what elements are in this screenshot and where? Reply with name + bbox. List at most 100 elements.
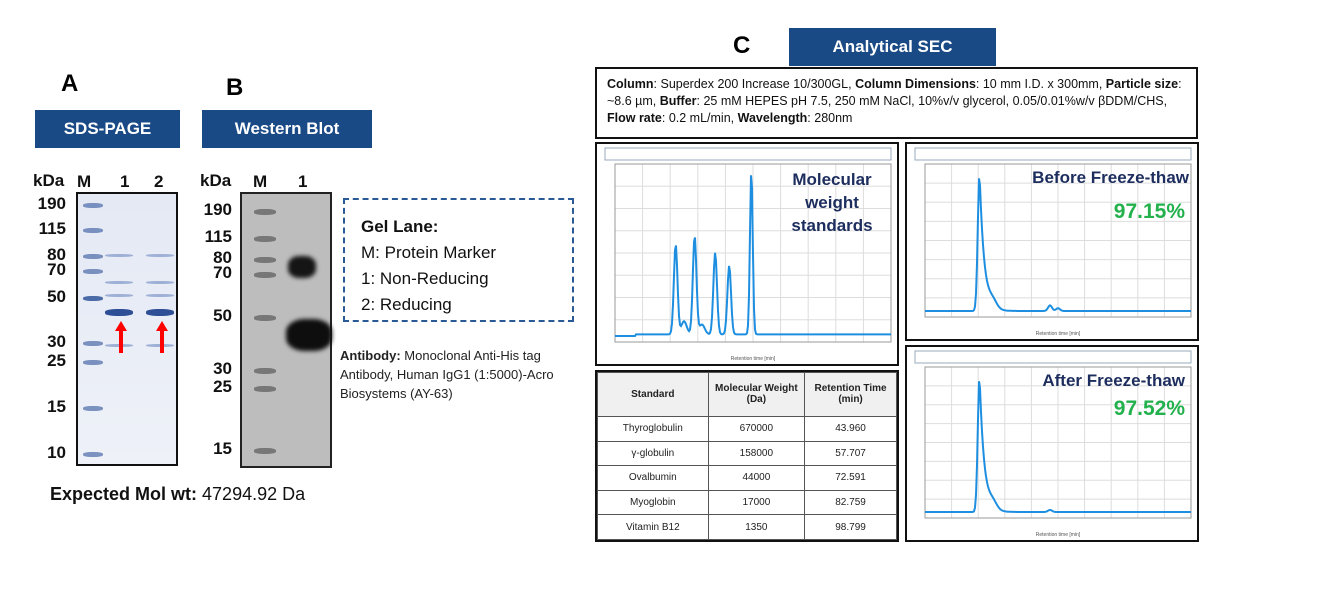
marker-band <box>83 269 103 274</box>
panel-c-letter: C <box>733 32 751 59</box>
plot-area <box>614 163 892 343</box>
marker-label: 25 <box>213 377 232 396</box>
expected-value: 47294.92 Da <box>202 484 306 504</box>
x-axis-label: Retention time [min] <box>1036 331 1081 337</box>
marker-band <box>254 386 276 392</box>
panel-a-letter: A <box>61 70 79 97</box>
standards-table: Standard Molecular Weight (Da) Retention T… <box>595 370 899 542</box>
lane-label: 1 <box>120 172 130 191</box>
sec-conditions: Column: Superdex 200 Increase 10/300GL, … <box>595 67 1198 139</box>
antibody-note: Antibody: Monoclonal Anti-His tag Antibo… <box>340 346 588 403</box>
sds-page-gel-image <box>76 192 178 466</box>
arrow-icon <box>115 321 127 331</box>
chart-header-bar <box>604 147 892 161</box>
trace-line <box>925 178 1191 312</box>
x-axis-label: Retention time [min] <box>1036 532 1081 538</box>
arrow-shaft <box>119 331 123 353</box>
column-header: Retention Time (min) <box>804 372 897 417</box>
arrow-icon <box>156 321 168 331</box>
chart-after: Retention time [min] After Freeze-thaw 9… <box>905 345 1199 542</box>
table-cell: 43.960 <box>804 415 897 442</box>
chart-header-bar <box>914 147 1192 161</box>
sds-page-banner: SDS-PAGE <box>35 110 180 148</box>
marker-band <box>83 406 103 411</box>
table-cell: 72.591 <box>804 465 897 491</box>
marker-band <box>83 452 103 457</box>
condition-key: Flow rate <box>607 111 662 125</box>
chart-title: After Freeze-thaw <box>1042 371 1185 390</box>
condition-value: : 0.2 mL/min, <box>661 111 738 125</box>
western-blot-banner: Western Blot <box>202 110 372 148</box>
x-axis-label: Retention time [min] <box>731 356 776 362</box>
table-row: Ovalbumin 44000 72.591 <box>597 465 897 491</box>
table-cell: 98.799 <box>804 514 897 540</box>
table-cell: 57.707 <box>804 440 897 467</box>
marker-band <box>83 341 103 346</box>
antibody-label: Antibody: <box>340 348 401 363</box>
condition-key: Column Dimensions <box>855 77 976 91</box>
chart-before: Retention time [min] Before Freeze-thaw … <box>905 142 1199 341</box>
legend-item: M: Protein Marker <box>361 243 497 262</box>
lane-label: 2 <box>154 172 164 191</box>
marker-label: 50 <box>213 306 232 325</box>
marker-label: 115 <box>38 219 66 238</box>
table-cell: 158000 <box>707 440 806 467</box>
chart-standards: Retention time [min] Molecular weight st… <box>595 142 899 366</box>
column-header: Molecular Weight (Da) <box>707 372 806 417</box>
marker-label: 50 <box>47 287 66 306</box>
marker-band <box>254 272 276 278</box>
table-cell: 1350 <box>707 514 806 540</box>
marker-label: 15 <box>213 439 232 458</box>
marker-band <box>83 228 103 233</box>
kda-label: kDa <box>33 171 65 190</box>
legend-item: 1: Non-Reducing <box>361 269 489 288</box>
marker-label: 30 <box>213 359 232 378</box>
condition-key: Column <box>607 77 654 91</box>
marker-label: 80 <box>213 248 232 267</box>
chart-title: Before Freeze-thaw <box>1032 168 1189 187</box>
marker-band <box>254 368 276 374</box>
chart-title: Molecular weight standards <box>791 170 873 235</box>
table-cell: Ovalbumin <box>597 465 709 491</box>
chromatogram-standards: Retention time [min] <box>604 147 892 362</box>
table-cell: Vitamin B12 <box>597 514 709 540</box>
condition-key: Wavelength <box>737 111 808 125</box>
purity-value: 97.15% <box>1113 200 1185 223</box>
faint-band <box>146 294 174 297</box>
table-cell: Myoglobin <box>597 489 709 516</box>
plot-area <box>924 366 1192 519</box>
gel-lane-legend: Gel Lane: M: Protein Marker 1: Non-Reduc… <box>343 198 574 322</box>
expected-mol-wt: Expected Mol wt: 47294.92 Da <box>50 484 305 505</box>
marker-band <box>83 203 103 208</box>
table-cell: γ-globulin <box>597 440 709 467</box>
marker-label: 80 <box>47 245 66 264</box>
table-cell: Thyroglobulin <box>597 415 709 442</box>
chromatogram-before: Retention time [min] <box>914 147 1192 337</box>
marker-label: 25 <box>47 351 66 370</box>
kda-label: kDa <box>200 171 232 190</box>
faint-band <box>146 254 174 257</box>
table-row: γ-globulin 158000 57.707 <box>597 440 897 467</box>
marker-band <box>254 209 276 215</box>
column-header: Standard <box>597 372 709 417</box>
marker-label: 190 <box>203 200 232 219</box>
marker-band <box>83 296 103 301</box>
condition-value: : 280nm <box>807 111 853 125</box>
analytical-sec-banner: Analytical SEC <box>789 28 996 66</box>
trace-line <box>925 381 1191 513</box>
marker-band <box>254 257 276 263</box>
marker-band <box>83 254 103 259</box>
plot-area <box>924 163 1192 318</box>
condition-value: : 25 mM HEPES pH 7.5, 250 mM NaCl, 10%v/… <box>696 94 1168 108</box>
lane-label: M <box>77 172 92 191</box>
condition-key: Particle size <box>1105 77 1179 91</box>
marker-label: 10 <box>47 443 66 462</box>
table-cell: 17000 <box>707 489 806 516</box>
condition-value: : 10 mm I.D. x 300mm, <box>975 77 1106 91</box>
purity-value: 97.52% <box>1113 397 1185 420</box>
marker-label: 70 <box>47 260 66 279</box>
trace-line <box>615 175 891 337</box>
legend-title: Gel Lane: <box>361 217 439 236</box>
expected-label: Expected Mol wt: <box>50 484 198 504</box>
condition-key: Buffer <box>659 94 697 108</box>
